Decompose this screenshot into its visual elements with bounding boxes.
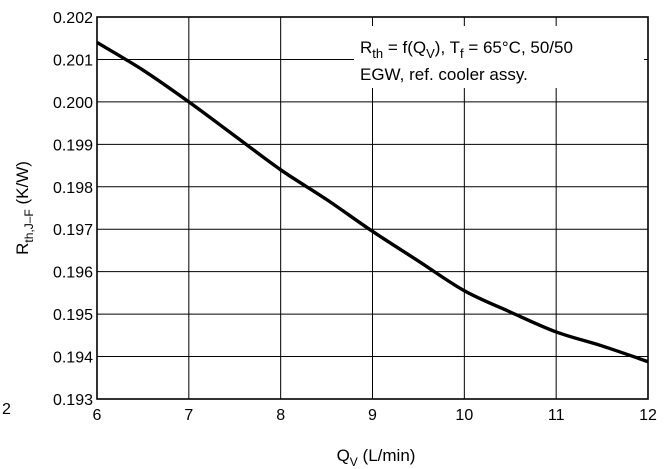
plot-frame <box>96 16 649 400</box>
x-tick-label-5: 11 <box>548 407 565 424</box>
x-axis-title-sub: V <box>350 455 358 469</box>
y-tick-label-1: 0.194 <box>53 350 93 367</box>
y-tick-label-9: 0.202 <box>53 10 93 27</box>
x-axis-title-main: Q <box>337 446 350 465</box>
series-line-0 <box>96 41 649 364</box>
x-tick-label-1: 7 <box>184 407 193 424</box>
annotation-segment-0-0: R <box>360 38 372 57</box>
x-tick-label-2: 8 <box>276 407 285 424</box>
y-tick-label-5: 0.198 <box>53 180 93 197</box>
annotation-segment-0-1: th <box>372 46 383 61</box>
annotation-line-1: Rth = f(QV), Tf = 65°C, 50/50 <box>360 38 573 61</box>
annotation-segment-1-0: EGW, ref. cooler assy. <box>360 65 528 84</box>
annotation-line-2: EGW, ref. cooler assy. <box>360 65 528 84</box>
series-layer <box>96 41 649 364</box>
y-tick-label-2: 0.195 <box>53 307 93 324</box>
y-tick-label-6: 0.199 <box>53 137 93 154</box>
y-axis-title-main: R <box>13 243 32 255</box>
x-tick-label-0: 6 <box>93 407 102 424</box>
x-tick-labels: 6 7 8 9 10 11 12 <box>93 407 657 424</box>
y-tick-label-4: 0.197 <box>53 222 93 239</box>
y-axis-title-sub: th,J–F <box>22 209 36 242</box>
y-tick-labels: 0.193 0.194 0.195 0.196 0.197 0.198 0.199 0.200… <box>53 10 93 409</box>
x-tick-label-4: 10 <box>455 407 473 424</box>
annotation-segment-0-2: = f(Q <box>383 38 426 57</box>
annotation-box: Rth = f(QV), Tf = 65°C, 50/50 EGW, ref. … <box>354 26 644 88</box>
annotation-segment-0-5: f <box>460 46 464 61</box>
x-tick-label-3: 9 <box>368 407 377 424</box>
y-tick-label-7: 0.200 <box>53 95 93 112</box>
y-tick-label-8: 0.201 <box>53 52 93 69</box>
stray-tick-label: 2 <box>2 401 11 418</box>
x-axis-title: QV (L/min) <box>337 446 416 469</box>
annotation-segment-0-4: ), T <box>435 38 460 57</box>
annotation-background <box>354 26 644 88</box>
x-axis-title-unit: (L/min) <box>358 446 416 465</box>
x-tick-label-6: 12 <box>639 407 657 424</box>
y-tick-label-0: 0.193 <box>53 392 93 409</box>
y-tick-label-3: 0.196 <box>53 265 93 282</box>
y-axis-title: Rth,J–F (K/W) <box>13 161 36 255</box>
annotation-segment-0-3: V <box>426 46 435 61</box>
annotation-segment-0-6: = 65°C, 50/50 <box>464 38 573 57</box>
y-axis-title-unit: (K/W) <box>13 161 32 209</box>
